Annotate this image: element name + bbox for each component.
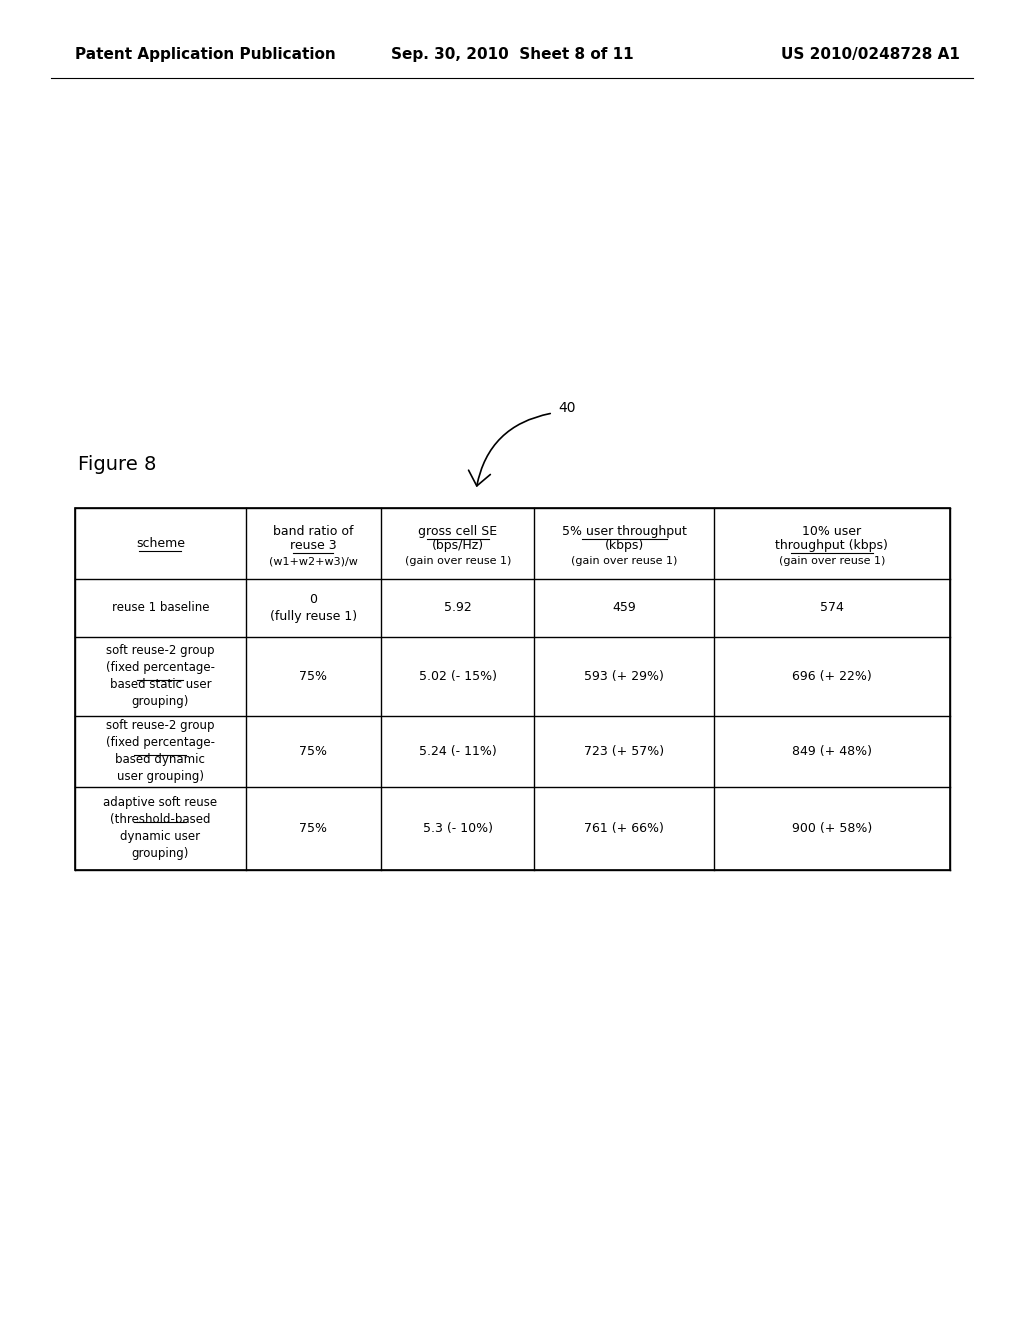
Text: 5.92: 5.92 (444, 601, 472, 614)
Text: 10% user: 10% user (803, 525, 861, 537)
Text: (kbps): (kbps) (604, 539, 644, 552)
Text: scheme: scheme (136, 537, 184, 550)
Text: 75%: 75% (299, 822, 328, 834)
Text: (w1+w2+w3)/w: (w1+w2+w3)/w (269, 556, 357, 566)
Text: adaptive soft reuse
(threshold-based
dynamic user
grouping): adaptive soft reuse (threshold-based dyn… (103, 796, 217, 861)
Text: (bps/Hz): (bps/Hz) (432, 539, 484, 552)
Text: reuse 1 baseline: reuse 1 baseline (112, 601, 209, 614)
Text: band ratio of: band ratio of (273, 525, 353, 537)
Text: 900 (+ 58%): 900 (+ 58%) (792, 822, 872, 834)
Text: soft reuse-2 group
(fixed percentage-
based dynamic
user grouping): soft reuse-2 group (fixed percentage- ba… (105, 719, 215, 784)
Text: 574: 574 (820, 601, 844, 614)
Text: gross cell SE: gross cell SE (418, 525, 498, 537)
Text: 0
(fully reuse 1): 0 (fully reuse 1) (270, 593, 357, 623)
Text: 40: 40 (558, 401, 575, 414)
Text: Patent Application Publication: Patent Application Publication (75, 48, 336, 62)
Text: 459: 459 (612, 601, 636, 614)
Text: 761 (+ 66%): 761 (+ 66%) (584, 822, 664, 834)
Text: 75%: 75% (299, 669, 328, 682)
Text: US 2010/0248728 A1: US 2010/0248728 A1 (781, 48, 961, 62)
Text: 5.02 (- 15%): 5.02 (- 15%) (419, 669, 497, 682)
Text: 75%: 75% (299, 744, 328, 758)
Text: Sep. 30, 2010  Sheet 8 of 11: Sep. 30, 2010 Sheet 8 of 11 (391, 48, 633, 62)
Bar (75, 508, 950, 870)
Text: (gain over reuse 1): (gain over reuse 1) (778, 556, 885, 566)
Text: soft reuse-2 group
(fixed percentage-
based static user
grouping): soft reuse-2 group (fixed percentage- ba… (105, 644, 215, 709)
Text: 723 (+ 57%): 723 (+ 57%) (584, 744, 665, 758)
Text: throughput (kbps): throughput (kbps) (775, 539, 888, 552)
Text: 593 (+ 29%): 593 (+ 29%) (584, 669, 664, 682)
Text: 5.3 (- 10%): 5.3 (- 10%) (423, 822, 493, 834)
Text: (gain over reuse 1): (gain over reuse 1) (570, 556, 677, 566)
Text: 849 (+ 48%): 849 (+ 48%) (792, 744, 871, 758)
FancyArrowPatch shape (469, 413, 550, 486)
Text: (gain over reuse 1): (gain over reuse 1) (404, 556, 511, 566)
Text: reuse 3: reuse 3 (290, 539, 337, 552)
Text: 5% user throughput: 5% user throughput (561, 525, 686, 537)
Text: 5.24 (- 11%): 5.24 (- 11%) (419, 744, 497, 758)
Text: 696 (+ 22%): 696 (+ 22%) (792, 669, 871, 682)
Text: Figure 8: Figure 8 (78, 455, 157, 474)
